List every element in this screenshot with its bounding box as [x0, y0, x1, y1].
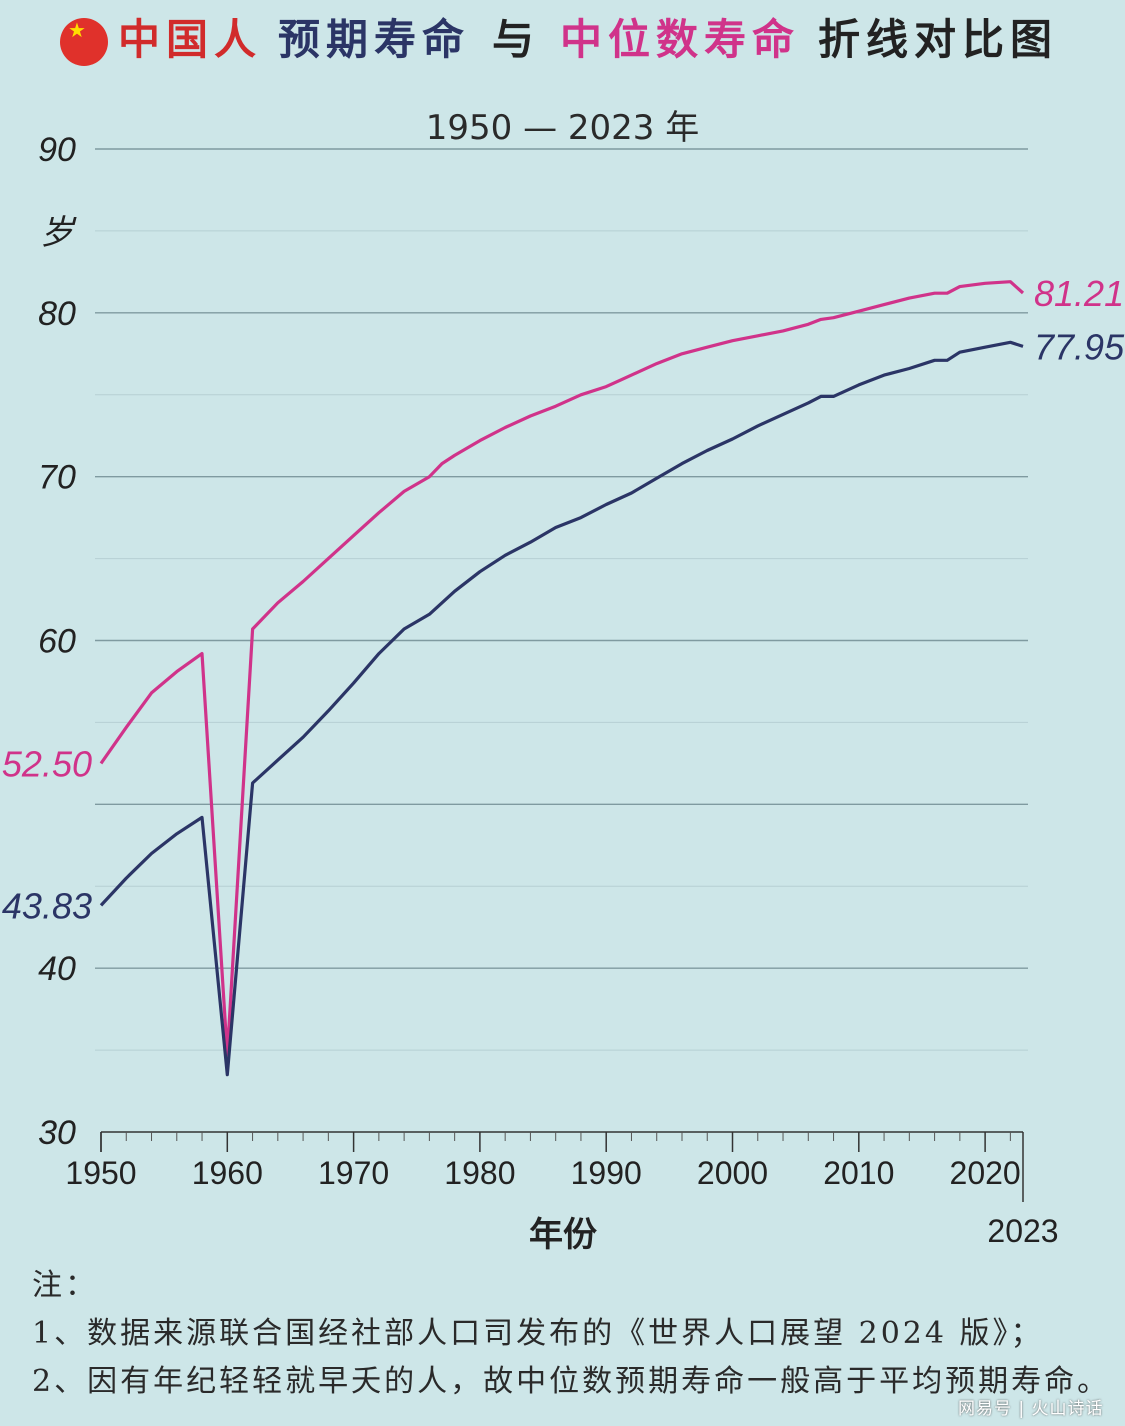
title-part-line-chart: 折线对比图 [818, 15, 1059, 64]
series-line-1 [99, 280, 1025, 1057]
series-start-label: 52.50 [2, 743, 92, 784]
series-end-label: 81.21 [1034, 273, 1124, 314]
notes: 注： 1、数据来源联合国经社部人口司发布的《世界人口展望 2024 版》； 2、… [32, 1262, 1110, 1406]
axes [100, 1131, 1024, 1202]
title-part-median-life: 中位数寿命 [560, 15, 801, 64]
series-lines [99, 280, 1025, 1077]
y-axis-label: 岁 [40, 213, 77, 253]
x-tick-label: 2000 [697, 1155, 768, 1191]
y-tick-label: 60 [38, 623, 76, 661]
x-tick-label: 1990 [571, 1155, 642, 1191]
y-tick-label: 40 [38, 950, 76, 988]
x-tick-label: 2020 [950, 1155, 1021, 1191]
notes-heading: 注： [32, 1268, 98, 1303]
x-tick-label-2023: 2023 [987, 1213, 1058, 1249]
x-tick-label: 2010 [823, 1155, 894, 1191]
y-tick-label: 30 [38, 1114, 76, 1152]
series-end-label: 77.95 [1034, 326, 1125, 367]
note-line-2: 2、因有年纪轻轻就早夭的人，故中位数预期寿命一般高于平均预期寿命。 [32, 1364, 1111, 1399]
x-tick-label: 1980 [444, 1155, 515, 1191]
note-line-1: 1、数据来源联合国经社部人口司发布的《世界人口展望 2024 版》； [32, 1316, 1044, 1351]
title-part-people: 中国人 [118, 15, 263, 64]
x-axis-label: 年份 [529, 1215, 597, 1255]
x-tick-label: 1950 [65, 1155, 136, 1191]
chart-title: ★ 中国人 预期寿命 与 中位数寿命 折线对比图 [0, 8, 1125, 66]
series-line-2 [99, 340, 1024, 1077]
china-flag-icon: ★ [60, 18, 108, 66]
watermark: 网易号 | 火山诗话 [958, 1399, 1104, 1419]
title-part-expected-life: 预期寿命 [278, 15, 471, 64]
title-part-and: 与 [492, 15, 541, 64]
x-tick-label: 1960 [192, 1155, 263, 1191]
chart-subtitle: 1950 — 2023 年 [425, 108, 700, 148]
y-tick-label: 70 [38, 459, 76, 497]
labels: 1950 1960 1970 1980 1990 2000 2010 2020 2023 30 40… [2, 131, 1125, 1255]
y-tick-label: 80 [38, 295, 76, 333]
y-tick-label: 90 [38, 131, 76, 169]
gridlines [95, 148, 1028, 1051]
series-start-label: 43.83 [2, 885, 92, 926]
x-tick-label: 1970 [318, 1155, 389, 1191]
